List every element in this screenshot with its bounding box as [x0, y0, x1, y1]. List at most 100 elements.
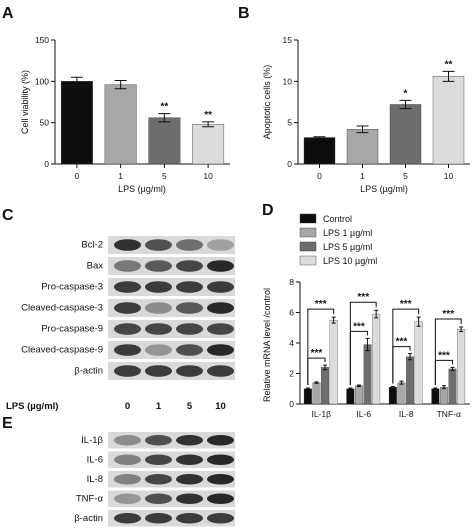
chart-d-error-bar: [365, 337, 370, 352]
blot-e-band: [207, 493, 234, 505]
chart-d-legend-swatch: [299, 227, 317, 238]
blot-c-band: [114, 239, 141, 251]
blot-c-band: [176, 260, 203, 272]
chart-d-bar: [303, 388, 312, 405]
blot-c-band: [207, 239, 234, 251]
western-blot-e: IL-1β IL-6 IL-8 TNF-α β-actin: [74, 432, 235, 527]
blot-c-band: [176, 302, 203, 314]
blot-c-lane-label: 5: [187, 401, 193, 412]
chart-d-legend-label: Control: [323, 214, 352, 224]
blot-c-band: [114, 365, 141, 377]
chart-a-cell-viability: Cell viability (%) LPS (µg/ml) 050100150…: [20, 35, 230, 194]
chart-d-bracket: [434, 359, 454, 385]
chart-d-bar: [397, 382, 406, 405]
chart-d-error-bar: [356, 384, 361, 387]
blot-e-band: [114, 434, 141, 446]
blot-e-band: [207, 512, 234, 524]
chart-d-bar: [439, 387, 448, 405]
chart-b-significance: **: [445, 59, 453, 70]
blot-c-band: [114, 344, 141, 356]
chart-d-error-bar: [305, 387, 310, 391]
panel-label-a: A: [2, 5, 14, 22]
blot-c-band: [176, 365, 203, 377]
chart-d-error-bar: [314, 381, 319, 384]
chart-d-bracket: [307, 357, 326, 385]
blot-e-band: [207, 434, 234, 446]
blot-e-band: [145, 493, 172, 505]
chart-b-error-bar: [399, 99, 412, 110]
blot-c-band: [114, 323, 141, 335]
blot-c-row-label: Cleaved-caspase-9: [21, 345, 103, 356]
chart-d-bar: [372, 313, 381, 405]
chart-b-y-tick-label: 10: [283, 76, 293, 86]
chart-d-bracket: [392, 346, 411, 384]
blot-e-band: [145, 512, 172, 524]
blot-c-lane-label: 10: [215, 401, 226, 412]
chart-d-significance: ***: [315, 299, 327, 310]
blot-e-row-label: IL-1β: [81, 435, 103, 446]
blot-c-band: [207, 323, 234, 335]
blot-c-row-label: Pro-caspase-9: [41, 324, 103, 335]
chart-b-y-tick-label: 5: [287, 118, 292, 128]
blot-c-band: [114, 302, 141, 314]
chart-a-x-tick-label: 10: [203, 171, 213, 181]
chart-a-y-tick-label: 100: [35, 76, 49, 86]
chart-b-x-tick-label: 5: [403, 171, 408, 181]
chart-a-significance: **: [204, 110, 212, 121]
chart-d-legend-swatch: [299, 213, 317, 224]
blot-c-band: [145, 365, 172, 377]
chart-a-x-tick-label: 5: [162, 171, 167, 181]
chart-b-error-bar: [313, 136, 326, 139]
chart-d-y-tick-label: 2: [289, 369, 294, 379]
chart-a-error-bar: [70, 76, 83, 86]
blot-c-band: [114, 260, 141, 272]
chart-d-error-bar: [348, 387, 353, 391]
chart-a-x-tick-label: 0: [75, 171, 80, 181]
chart-d-legend-label: LPS 1 µg/ml: [323, 228, 372, 238]
chart-d-x-tick-label: IL-1β: [311, 409, 331, 419]
blot-e-band: [207, 473, 234, 485]
chart-a-error-bar: [114, 80, 127, 90]
blot-e-row-label: IL-8: [87, 474, 103, 485]
chart-d-significance: ***: [400, 299, 412, 310]
chart-d-significance: ***: [311, 348, 323, 359]
blot-e-band: [114, 454, 141, 466]
chart-d-bar: [363, 344, 372, 405]
chart-d-bar: [354, 385, 363, 405]
chart-d-bar: [448, 368, 457, 405]
chart-d-relative-mrna: Relative mRNA level /control 0 2 4 6 8 *** ***…: [262, 213, 470, 419]
chart-b-x-tick-label: 0: [317, 171, 322, 181]
chart-d-bar: [329, 319, 338, 405]
chart-b-bar: [389, 104, 422, 165]
chart-b-significance: *: [404, 88, 408, 99]
blot-c-band: [145, 302, 172, 314]
chart-b-y-label: Apoptotic cells (%): [262, 65, 272, 140]
chart-b-x-tick-label: 10: [444, 171, 454, 181]
blot-e-band: [145, 454, 172, 466]
chart-d-y-tick-label: 4: [289, 338, 294, 348]
chart-d-error-bar: [399, 380, 404, 385]
blot-e-band: [176, 493, 203, 505]
panel-label-e: E: [2, 415, 13, 432]
blot-c-row-label: β-actin: [74, 366, 103, 377]
chart-d-x-tick-label: TNF-α: [437, 409, 461, 419]
panel-label-b: B: [238, 5, 250, 22]
blot-c-band: [176, 323, 203, 335]
chart-d-y-label: Relative mRNA level /control: [262, 288, 272, 402]
chart-d-x-tick-label: IL-8: [399, 409, 414, 419]
chart-d-significance: ***: [396, 337, 408, 348]
blot-c-row-label: Cleaved-caspase-3: [21, 303, 103, 314]
chart-d-error-bar: [441, 385, 446, 390]
chart-d-significance: ***: [353, 321, 365, 332]
chart-a-y-label: Cell viability (%): [20, 70, 30, 134]
chart-d-bar: [431, 388, 440, 405]
blot-e-band: [114, 493, 141, 505]
blot-c-band: [207, 344, 234, 356]
chart-b-bar: [346, 129, 379, 165]
blot-c-band: [145, 239, 172, 251]
chart-a-y-tick-label: 0: [44, 159, 49, 169]
chart-d-bracket: [307, 308, 335, 385]
blot-c-band: [207, 302, 234, 314]
